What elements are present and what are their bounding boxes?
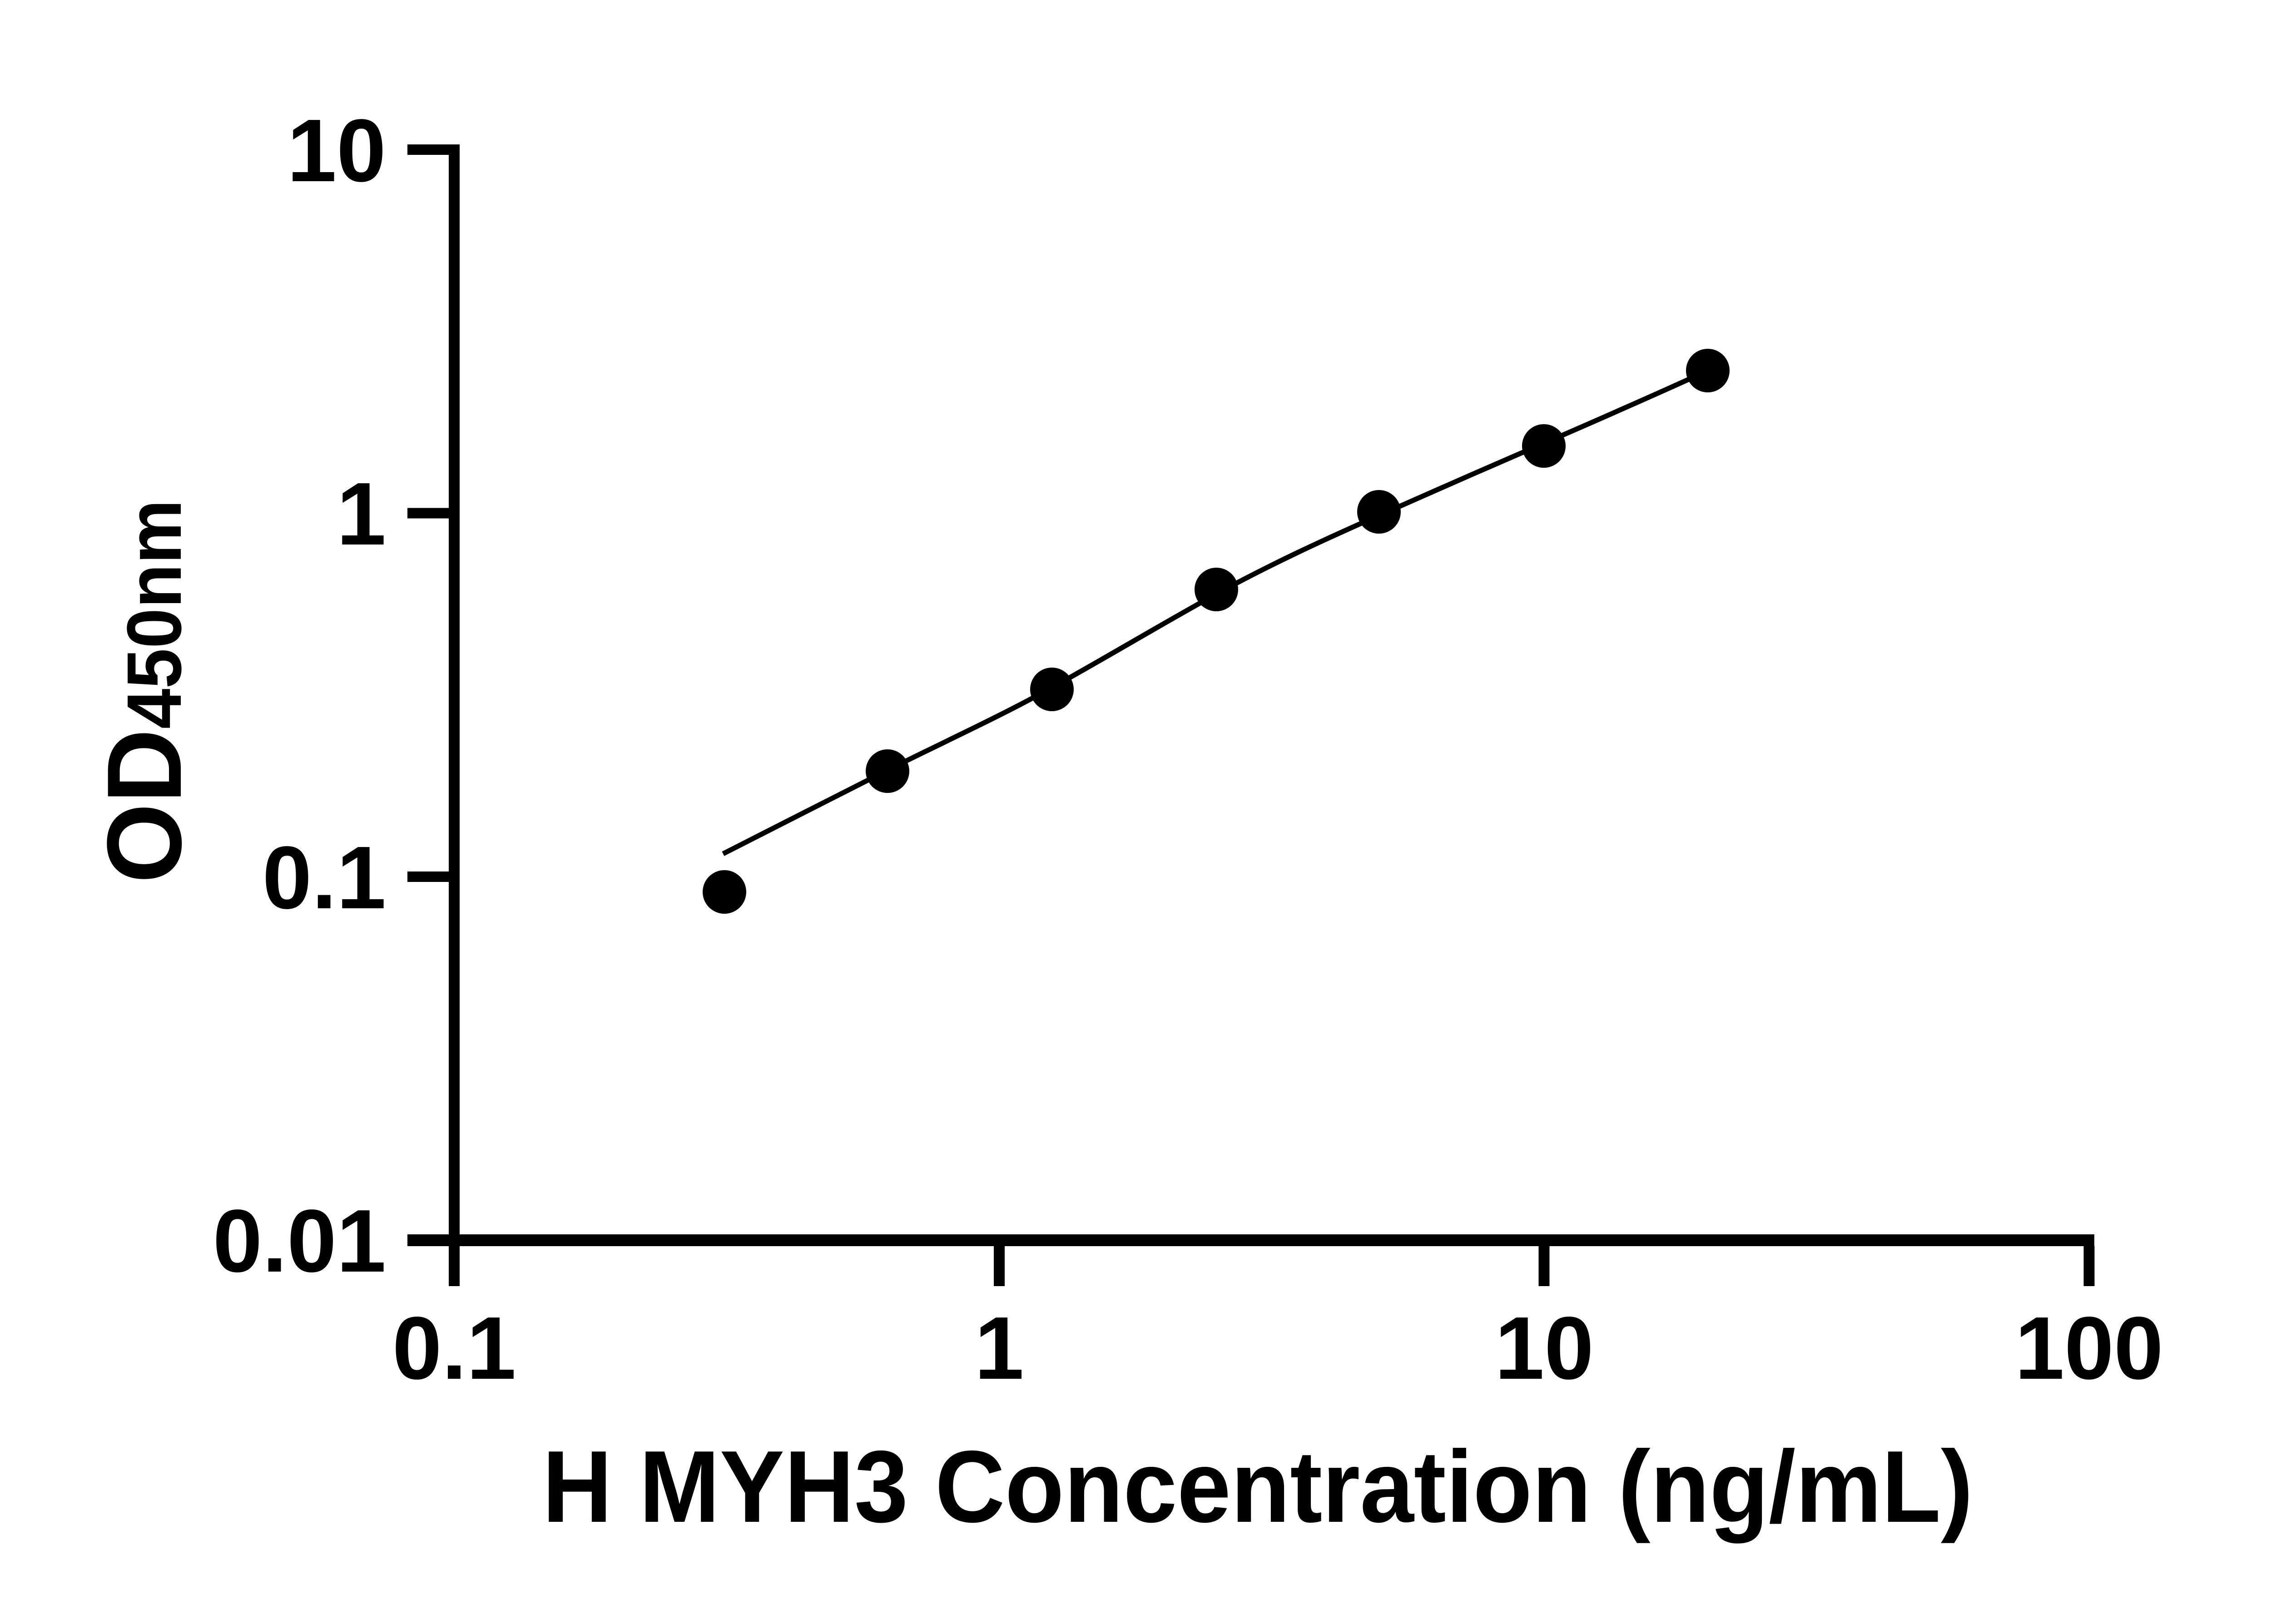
svg-text:0.1: 0.1 (263, 828, 386, 927)
svg-text:10: 10 (287, 101, 386, 200)
svg-text:100: 100 (2015, 1298, 2163, 1398)
svg-text:H MYH3 Concentration (ng/mL): H MYH3 Concentration (ng/mL) (542, 1429, 1973, 1544)
svg-text:450nm: 450nm (111, 500, 198, 729)
svg-text:0.01: 0.01 (213, 1191, 386, 1291)
svg-text:0.1: 0.1 (392, 1298, 516, 1398)
svg-text:1: 1 (337, 464, 386, 564)
svg-text:10: 10 (1495, 1298, 1594, 1398)
svg-text:OD: OD (85, 729, 203, 883)
svg-text:1: 1 (974, 1298, 1024, 1398)
